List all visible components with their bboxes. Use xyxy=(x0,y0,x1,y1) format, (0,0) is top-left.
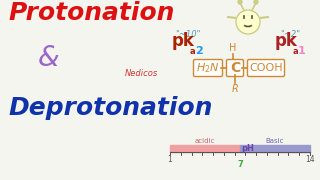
Text: Deprotonation: Deprotonation xyxy=(8,96,212,120)
Text: "~2": "~2" xyxy=(280,30,300,39)
Text: pk: pk xyxy=(172,32,195,50)
Text: 1: 1 xyxy=(168,155,172,164)
Text: acidic: acidic xyxy=(195,138,215,144)
Text: H: H xyxy=(229,43,237,53)
Text: COOH: COOH xyxy=(249,63,283,73)
FancyBboxPatch shape xyxy=(247,60,284,76)
Text: Nedicos: Nedicos xyxy=(125,69,158,78)
Text: Basic: Basic xyxy=(266,138,284,144)
Text: pk: pk xyxy=(275,32,298,50)
Text: pH: pH xyxy=(241,144,254,153)
Circle shape xyxy=(254,0,258,4)
Text: "~10": "~10" xyxy=(175,30,201,39)
Circle shape xyxy=(238,0,242,4)
Bar xyxy=(170,145,240,152)
Text: 1: 1 xyxy=(298,46,306,56)
Text: 14: 14 xyxy=(305,155,315,164)
FancyBboxPatch shape xyxy=(194,60,222,76)
Text: R: R xyxy=(232,84,238,94)
Text: a: a xyxy=(190,47,196,56)
Text: Protonation: Protonation xyxy=(8,1,174,25)
Circle shape xyxy=(236,10,260,34)
Text: 2: 2 xyxy=(195,46,203,56)
FancyBboxPatch shape xyxy=(227,60,244,76)
Bar xyxy=(240,145,310,152)
Text: $H_2N$: $H_2N$ xyxy=(196,61,220,75)
Text: 7: 7 xyxy=(237,160,243,169)
Text: a: a xyxy=(293,47,299,56)
Text: &: & xyxy=(38,44,60,72)
Text: C: C xyxy=(230,61,240,75)
